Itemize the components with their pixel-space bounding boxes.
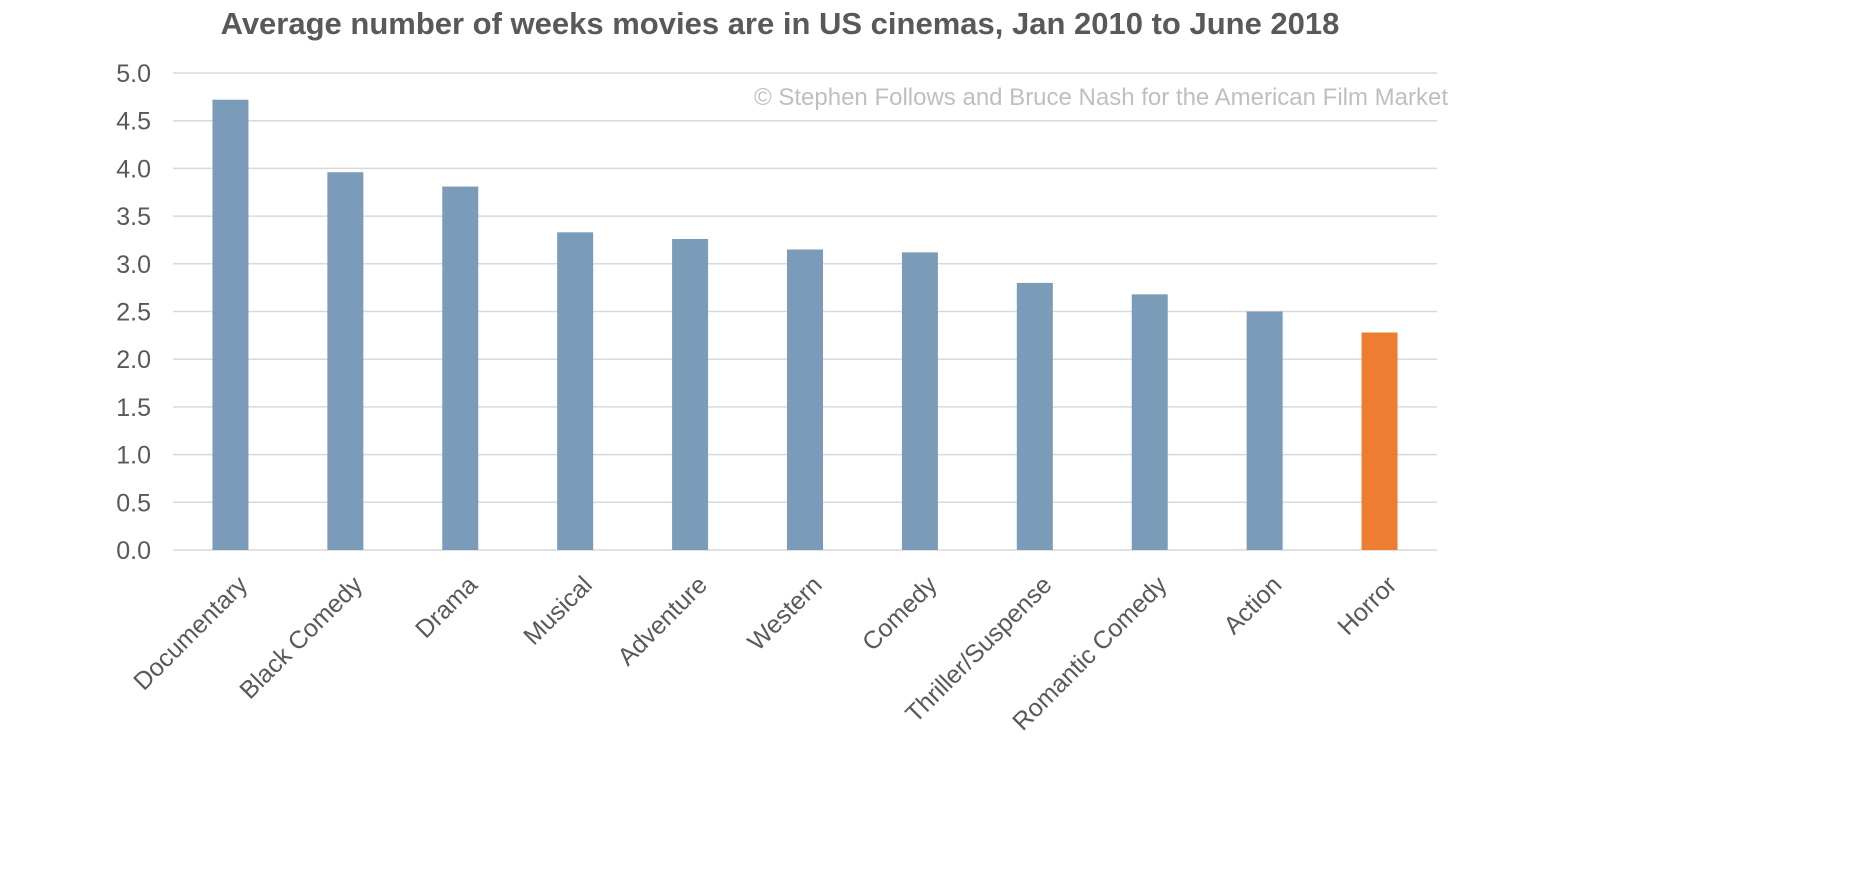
bar [1361, 332, 1398, 550]
y-tick-label: 4.5 [116, 108, 151, 136]
bar [1246, 311, 1283, 550]
x-tick-label: Drama [410, 571, 483, 644]
bar [442, 186, 479, 550]
x-tick-label: Documentary [128, 571, 253, 696]
y-tick-label: 3.0 [116, 251, 151, 279]
bar [672, 238, 709, 550]
x-tick-label: Black Comedy [234, 571, 368, 705]
y-tick-label: 1.0 [116, 442, 151, 470]
y-tick-label: 2.0 [116, 346, 151, 374]
y-tick-label: 4.0 [116, 155, 151, 183]
y-tick-label: 5.0 [116, 60, 151, 88]
y-tick-label: 1.5 [116, 394, 151, 422]
bar [1131, 294, 1168, 550]
x-tick-label: Adventure [612, 571, 712, 671]
bar [557, 232, 594, 550]
y-tick-label: 2.5 [116, 299, 151, 327]
bar [787, 249, 823, 551]
y-tick-label: 0.0 [116, 537, 151, 565]
bar [327, 172, 364, 550]
x-tick-label: Comedy [857, 571, 943, 657]
x-tick-label: Western [742, 571, 827, 656]
x-tick-label: Horror [1332, 571, 1402, 641]
x-tick-label: Action [1218, 571, 1287, 640]
y-tick-label: 0.5 [116, 489, 151, 517]
chart-title: Average number of weeks movies are in US… [220, 6, 1340, 41]
y-tick-label: 3.5 [116, 203, 151, 231]
copyright-watermark: © Stephen Follows and Bruce Nash for the… [754, 84, 1448, 111]
bar [212, 99, 249, 550]
bar [1016, 282, 1053, 550]
x-tick-label: Musical [518, 571, 598, 651]
bar [901, 252, 938, 551]
